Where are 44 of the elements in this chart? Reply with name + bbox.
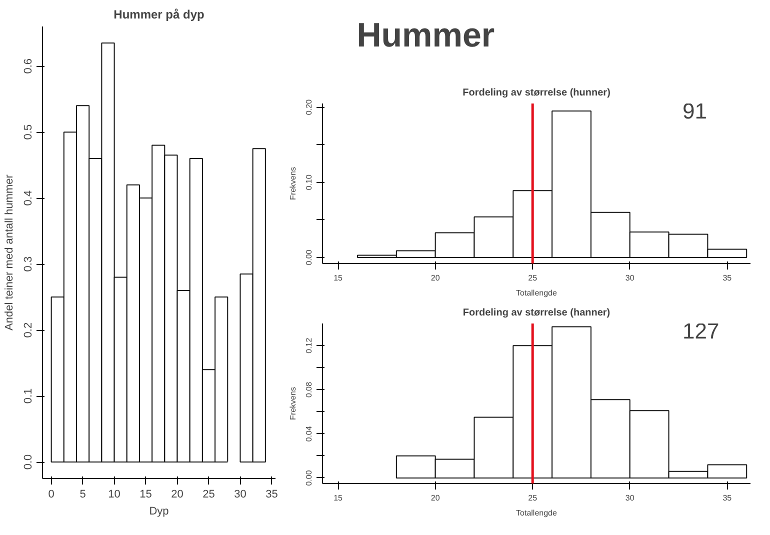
x-tick-label: 25 xyxy=(528,274,538,282)
text: Hummer xyxy=(356,16,495,54)
x-tick-label: 5 xyxy=(80,488,86,500)
y-tick-label: 0.10 xyxy=(304,174,314,190)
annotation: 127 xyxy=(682,318,720,344)
x-tick-label: 15 xyxy=(334,274,344,282)
x-tick-label: 20 xyxy=(430,274,440,282)
x-tick-label: 10 xyxy=(108,488,120,500)
chart-title: Fordeling av størrelse (hunner) xyxy=(462,88,610,98)
x-tick-label: 25 xyxy=(202,488,215,500)
y-tick-label: 0.6 xyxy=(22,58,34,74)
y-axis-title: Andel teiner med antall hummer xyxy=(4,174,16,330)
x-axis-title: Dyp xyxy=(149,506,169,518)
y-tick-label: 0.5 xyxy=(22,124,34,140)
y-tick-label: 0.00 xyxy=(304,249,314,266)
y-tick-label: 0.2 xyxy=(22,322,34,338)
x-tick-label: 20 xyxy=(171,488,184,500)
x-tick-label: 30 xyxy=(234,488,246,500)
x-tick-label: 30 xyxy=(625,494,635,502)
y-tick-label: 0.0 xyxy=(22,454,34,470)
x-tick-label: 35 xyxy=(266,488,278,500)
x-tick-label: 20 xyxy=(430,494,440,502)
chart-title: Hummer på dyp xyxy=(114,8,204,22)
y-tick-label: 0.00 xyxy=(304,470,314,486)
y-tick-label: 0.04 xyxy=(304,426,314,442)
x-axis-title: Totallengde xyxy=(516,288,558,298)
x-tick-label: 35 xyxy=(722,274,732,282)
y-axis-title: Frekvens xyxy=(288,387,298,420)
x-tick-label: 15 xyxy=(140,488,152,500)
x-tick-label: 25 xyxy=(528,494,538,502)
y-tick-label: 0.08 xyxy=(304,381,314,398)
y-tick-label: 0.1 xyxy=(22,388,34,404)
x-axis-title: Totallengde xyxy=(516,508,558,518)
x-tick-label: 30 xyxy=(625,274,635,282)
x-tick-label: 0 xyxy=(48,488,54,500)
y-axis-title: Frekvens xyxy=(288,167,298,200)
y-tick-label: 0.4 xyxy=(22,190,34,206)
y-tick-label: 0.20 xyxy=(304,98,314,116)
x-tick-label: 35 xyxy=(722,494,732,502)
x-tick-label: 15 xyxy=(334,494,344,502)
annotation: 91 xyxy=(682,98,707,124)
chart-title: Fordeling av størrelse (hanner) xyxy=(462,308,610,318)
y-tick-label: 0.12 xyxy=(304,337,314,354)
y-tick-label: 0.3 xyxy=(22,256,34,272)
